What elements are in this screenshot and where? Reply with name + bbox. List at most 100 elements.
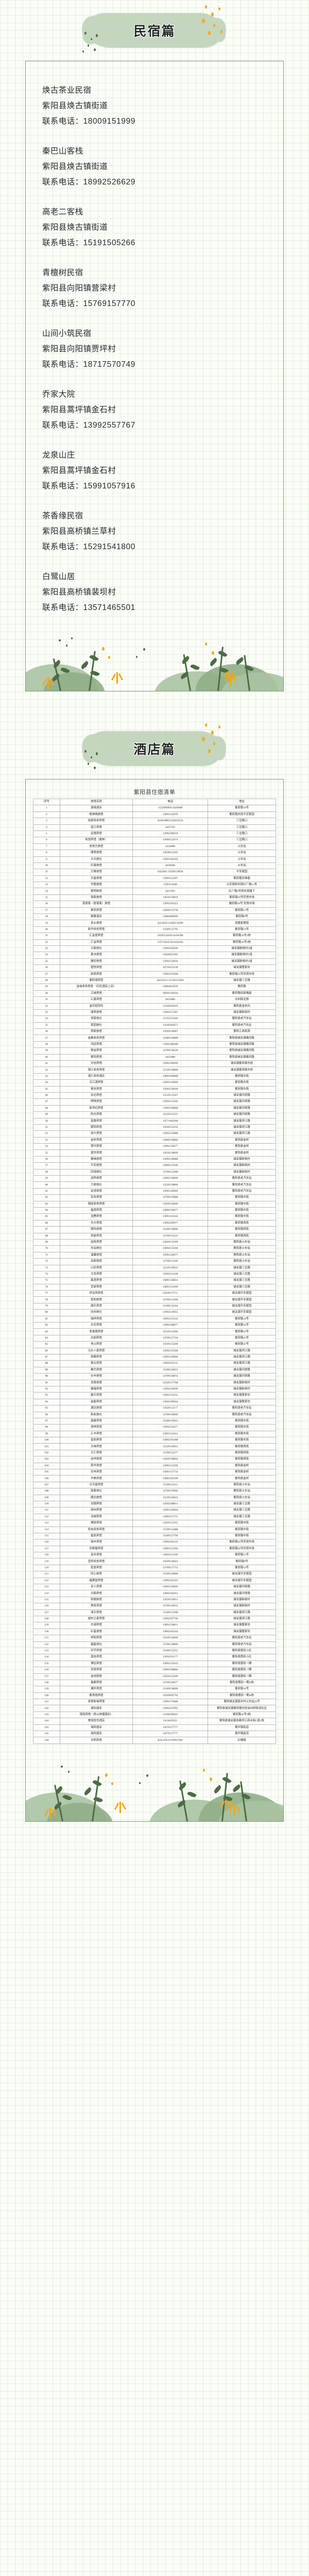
cell-phone[interactable]: 15129153567: [132, 1092, 209, 1099]
cell-phone[interactable]: 15309158899: [132, 1686, 209, 1693]
cell-phone[interactable]: 15229158800: [132, 1181, 209, 1189]
cell-phone[interactable]: 13992512299: [132, 1462, 209, 1470]
cell-phone[interactable]: 13892509944: [132, 1398, 209, 1406]
cell-phone[interactable]: 13992508811: [132, 1500, 209, 1508]
cell-phone[interactable]: 13992524477: [132, 1424, 209, 1431]
cell-phone[interactable]: 15891551122: [132, 1315, 209, 1323]
cell-phone[interactable]: 15829851692: [132, 952, 209, 959]
cell-phone[interactable]: 13109285671: [132, 1022, 209, 1029]
cell-phone[interactable]: 13571463510/4420456: [132, 939, 209, 946]
cell-phone[interactable]: 15891552255: [132, 1392, 209, 1399]
cell-phone[interactable]: 13992507766: [132, 1615, 209, 1623]
cell-phone[interactable]: 15991955998: [132, 971, 209, 978]
cell-phone[interactable]: 13892504455: [132, 1590, 209, 1597]
cell-phone[interactable]: 13992588588: [132, 1041, 209, 1048]
cell-phone[interactable]: 13992550020: [132, 1086, 209, 1093]
phone-number[interactable]: 18009151999: [83, 117, 135, 126]
cell-phone[interactable]: 13709158833: [132, 1373, 209, 1380]
cell-phone[interactable]: 13892566688: [132, 1073, 209, 1080]
cell-phone[interactable]: 13992503322: [132, 1577, 209, 1585]
cell-phone[interactable]: 13992521100: [132, 1270, 209, 1278]
cell-phone[interactable]: 15353251946: [132, 1015, 209, 1023]
cell-phone[interactable]: 13038912295: [132, 850, 209, 857]
cell-phone[interactable]: 13709151166: [132, 1258, 209, 1265]
cell-phone[interactable]: 15929152200: [132, 1673, 209, 1680]
cell-phone[interactable]: 44181888/5332655554: [132, 818, 209, 825]
cell-phone[interactable]: 13992505533: [132, 1539, 209, 1546]
cell-phone[interactable]: 15809155566: [132, 1162, 209, 1170]
cell-phone[interactable]: 13992512397: [132, 875, 209, 883]
cell-phone[interactable]: 15929150099: [132, 1200, 209, 1208]
cell-phone[interactable]: 15309153311: [132, 1481, 209, 1489]
cell-phone[interactable]: 13709159966: [132, 1488, 209, 1495]
cell-phone[interactable]: 4424080: [132, 843, 209, 851]
cell-phone[interactable]: 4427555: [132, 824, 209, 831]
cell-phone[interactable]: 13389156888: [132, 1035, 209, 1042]
cell-phone[interactable]: 15929156667: [132, 1028, 209, 1036]
cell-phone[interactable]: 13992519955: [132, 1309, 209, 1316]
cell-phone[interactable]: 13909158866: [132, 1137, 209, 1144]
cell-phone[interactable]: 15891550044: [132, 1507, 209, 1514]
cell-phone[interactable]: 13891582459: [132, 856, 209, 863]
cell-phone[interactable]: 15929151177: [132, 1405, 209, 1412]
cell-phone[interactable]: 15229153366: [132, 1328, 209, 1335]
phone-number[interactable]: 15769157770: [83, 299, 135, 308]
cell-phone[interactable]: 15309150088: [132, 1571, 209, 1578]
cell-phone[interactable]: 13992506999: [132, 1060, 209, 1067]
cell-phone[interactable]: 15929152233: [132, 1124, 209, 1131]
cell-phone[interactable]: 15309157700: [132, 1532, 209, 1540]
cell-phone[interactable]: 1522999991/4420888: [132, 805, 209, 812]
cell-phone[interactable]: 13709158520: [132, 1047, 209, 1055]
cell-phone[interactable]: 13709152277: [132, 1449, 209, 1457]
cell-phone[interactable]: 15339158888: [132, 1066, 209, 1074]
cell-phone[interactable]: 13892508866: [132, 1667, 209, 1674]
cell-phone[interactable]: 13892556677: [132, 1207, 209, 1214]
cell-phone[interactable]: 15309152255: [132, 1647, 209, 1655]
cell-phone[interactable]: 15891556677: [132, 1143, 209, 1150]
phone-number[interactable]: 18717570749: [83, 360, 135, 369]
cell-phone[interactable]: 15891556600: [132, 1584, 209, 1591]
cell-phone[interactable]: 15929159911: [132, 1596, 209, 1604]
cell-phone[interactable]: 15991520077: [132, 1251, 209, 1259]
cell-phone[interactable]: 13659150059: [132, 894, 209, 902]
cell-phone[interactable]: 13709155522: [132, 1232, 209, 1240]
cell-phone[interactable]: 15929157711: [132, 1290, 209, 1297]
cell-phone[interactable]: 13892503388: [132, 1437, 209, 1444]
phone-number[interactable]: 15191505266: [83, 239, 135, 247]
cell-phone[interactable]: 13709156677: [132, 1679, 209, 1687]
phone-number[interactable]: 15991057916: [83, 482, 135, 490]
cell-phone[interactable]: 13992509977: [132, 1219, 209, 1227]
cell-phone[interactable]: 15229150055: [132, 1443, 209, 1450]
cell-phone[interactable]: 13891552878: [132, 811, 209, 819]
cell-phone[interactable]: 13892502244: [132, 1628, 209, 1636]
cell-phone[interactable]: 13992557287: [132, 1009, 209, 1016]
cell-phone[interactable]: 15309159922: [132, 1417, 209, 1425]
cell-phone[interactable]: 15309152244: [132, 1302, 209, 1310]
cell-phone[interactable]: 13892511199: [132, 1552, 209, 1559]
cell-phone[interactable]: 13992515588: [132, 1347, 209, 1355]
cell-phone[interactable]: 13709150033: [132, 1603, 209, 1610]
cell-phone[interactable]: 15891523344: [132, 1213, 209, 1221]
cell-phone[interactable]: 13891574688: [132, 1699, 209, 1706]
cell-phone[interactable]: 13992530088: [132, 1156, 209, 1163]
cell-phone[interactable]: 13892515566: [132, 1245, 209, 1252]
cell-phone[interactable]: 4421859/13289152099: [132, 920, 209, 927]
cell-phone[interactable]: 13084809006: [132, 913, 209, 921]
cell-phone[interactable]: 13892530099: [132, 1175, 209, 1182]
cell-phone[interactable]: 13084815939: [132, 984, 209, 991]
cell-phone[interactable]: 15929150022: [132, 1558, 209, 1565]
cell-phone[interactable]: 13992524856: [132, 958, 209, 965]
cell-phone[interactable]: 15309156655: [132, 1366, 209, 1374]
phone-number[interactable]: 13992557767: [83, 421, 135, 430]
cell-phone[interactable]: 13991520066: [132, 1188, 209, 1195]
cell-phone[interactable]: 18291520456: [132, 990, 209, 997]
cell-phone[interactable]: 13992526699: [132, 1385, 209, 1393]
cell-phone[interactable]: 13909152074: [132, 837, 209, 844]
cell-phone[interactable]: 15929095793: [132, 1692, 209, 1700]
cell-phone[interactable]: 13186296025: [132, 1711, 209, 1719]
cell-phone[interactable]: 13992528888: [132, 1105, 209, 1112]
cell-phone[interactable]: 13992547993: [132, 1705, 209, 1712]
cell-phone[interactable]: 13992512266: [132, 1098, 209, 1106]
cell-phone[interactable]: 13709154488: [132, 1526, 209, 1533]
cell-phone[interactable]: 18729453190: [132, 964, 209, 972]
